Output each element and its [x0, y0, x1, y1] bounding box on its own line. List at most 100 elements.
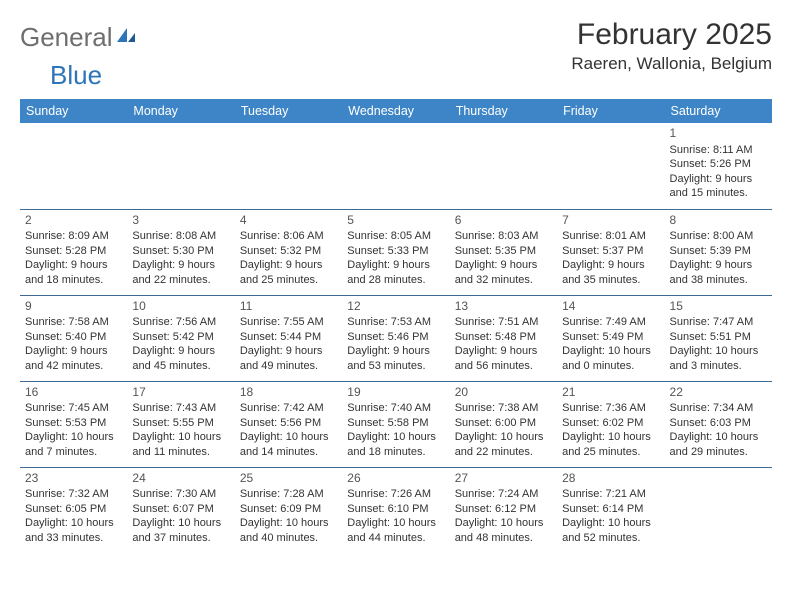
- sunrise-line: Sunrise: 7:56 AM: [132, 315, 229, 330]
- sunset-line: Sunset: 5:30 PM: [132, 244, 229, 259]
- daylight-line-label: Daylight:: [25, 431, 71, 443]
- sunset-line-value: 5:58 PM: [388, 417, 429, 429]
- sunset-line-value: 5:44 PM: [280, 331, 321, 343]
- daylight-line: Daylight: 9 hours and 35 minutes.: [562, 258, 659, 287]
- sunset-line-value: 6:05 PM: [65, 503, 106, 515]
- daylight-line: Daylight: 10 hours and 37 minutes.: [132, 516, 229, 545]
- sunset-line-value: 5:26 PM: [710, 158, 751, 170]
- day-number: 22: [670, 385, 767, 401]
- sunrise-line-value: 7:53 AM: [391, 316, 431, 328]
- sunrise-line-value: 7:42 AM: [283, 402, 323, 414]
- sunset-line: Sunset: 5:42 PM: [132, 330, 229, 345]
- logo-sail-icon: [113, 22, 137, 53]
- sunrise-line-value: 7:40 AM: [391, 402, 431, 414]
- sunrise-line-value: 7:43 AM: [176, 402, 216, 414]
- day-number: 27: [455, 471, 552, 487]
- daylight-line-label: Daylight:: [132, 345, 178, 357]
- daylight-line: Daylight: 10 hours and 0 minutes.: [562, 344, 659, 373]
- sunrise-line: Sunrise: 8:11 AM: [670, 143, 767, 158]
- sunrise-line-value: 8:09 AM: [68, 230, 108, 242]
- sunset-line-label: Sunset:: [347, 331, 387, 343]
- day-number: 12: [347, 299, 444, 315]
- day-number: 18: [240, 385, 337, 401]
- weekday-header: Saturday: [665, 99, 772, 123]
- calendar-day-cell: 27Sunrise: 7:24 AMSunset: 6:12 PMDayligh…: [450, 467, 557, 553]
- daylight-line: Daylight: 10 hours and 18 minutes.: [347, 430, 444, 459]
- daylight-line-label: Daylight:: [562, 517, 608, 529]
- sunrise-line: Sunrise: 7:34 AM: [670, 401, 767, 416]
- daylight-line: Daylight: 9 hours and 49 minutes.: [240, 344, 337, 373]
- sunset-line: Sunset: 5:46 PM: [347, 330, 444, 345]
- daylight-line-label: Daylight:: [562, 345, 608, 357]
- sunrise-line-value: 7:24 AM: [498, 488, 538, 500]
- daylight-line-label: Daylight:: [25, 259, 71, 271]
- sunset-line-value: 6:03 PM: [710, 417, 751, 429]
- calendar-day-cell: 22Sunrise: 7:34 AMSunset: 6:03 PMDayligh…: [665, 381, 772, 467]
- day-number: 8: [670, 213, 767, 229]
- calendar-day-cell: 5Sunrise: 8:05 AMSunset: 5:33 PMDaylight…: [342, 209, 449, 295]
- daylight-line-label: Daylight:: [25, 345, 71, 357]
- sunset-line: Sunset: 5:40 PM: [25, 330, 122, 345]
- sunset-line: Sunset: 5:26 PM: [670, 157, 767, 172]
- daylight-line: Daylight: 10 hours and 22 minutes.: [455, 430, 552, 459]
- daylight-line-label: Daylight:: [240, 431, 286, 443]
- sunset-line-label: Sunset:: [455, 417, 495, 429]
- sunrise-line-label: Sunrise:: [25, 230, 68, 242]
- calendar-empty-cell: [665, 467, 772, 553]
- sunrise-line: Sunrise: 7:58 AM: [25, 315, 122, 330]
- sunset-line: Sunset: 5:35 PM: [455, 244, 552, 259]
- daylight-line: Daylight: 9 hours and 42 minutes.: [25, 344, 122, 373]
- day-number: 23: [25, 471, 122, 487]
- sunrise-line-label: Sunrise:: [455, 488, 498, 500]
- day-number: 28: [562, 471, 659, 487]
- logo-text-blue: Blue: [50, 60, 102, 91]
- calendar-week-row: 23Sunrise: 7:32 AMSunset: 6:05 PMDayligh…: [20, 467, 772, 553]
- sunset-line-value: 6:12 PM: [495, 503, 536, 515]
- sunset-line: Sunset: 5:55 PM: [132, 416, 229, 431]
- location-text: Raeren, Wallonia, Belgium: [571, 54, 772, 74]
- sunset-line: Sunset: 5:56 PM: [240, 416, 337, 431]
- sunrise-line-label: Sunrise:: [25, 316, 68, 328]
- sunset-line: Sunset: 5:33 PM: [347, 244, 444, 259]
- sunset-line-label: Sunset:: [562, 331, 602, 343]
- day-number: 14: [562, 299, 659, 315]
- sunrise-line-label: Sunrise:: [562, 230, 605, 242]
- sunrise-line: Sunrise: 7:51 AM: [455, 315, 552, 330]
- sunset-line-label: Sunset:: [240, 417, 280, 429]
- sunset-line: Sunset: 6:02 PM: [562, 416, 659, 431]
- day-number: 10: [132, 299, 229, 315]
- calendar-day-cell: 20Sunrise: 7:38 AMSunset: 6:00 PMDayligh…: [450, 381, 557, 467]
- day-number: 26: [347, 471, 444, 487]
- daylight-line-label: Daylight:: [670, 259, 716, 271]
- sunrise-line-label: Sunrise:: [240, 402, 283, 414]
- daylight-line: Daylight: 9 hours and 28 minutes.: [347, 258, 444, 287]
- daylight-line: Daylight: 9 hours and 22 minutes.: [132, 258, 229, 287]
- calendar-body: 1Sunrise: 8:11 AMSunset: 5:26 PMDaylight…: [20, 123, 772, 553]
- sunset-line-label: Sunset:: [670, 331, 710, 343]
- calendar-day-cell: 28Sunrise: 7:21 AMSunset: 6:14 PMDayligh…: [557, 467, 664, 553]
- day-number: 25: [240, 471, 337, 487]
- sunrise-line: Sunrise: 8:03 AM: [455, 229, 552, 244]
- heading: February 2025 Raeren, Wallonia, Belgium: [571, 18, 772, 74]
- sunset-line-label: Sunset:: [240, 503, 280, 515]
- logo-text-general: General: [20, 22, 113, 53]
- sunset-line-label: Sunset:: [455, 503, 495, 515]
- calendar-day-cell: 21Sunrise: 7:36 AMSunset: 6:02 PMDayligh…: [557, 381, 664, 467]
- sunrise-line-value: 8:01 AM: [606, 230, 646, 242]
- sunrise-line: Sunrise: 7:49 AM: [562, 315, 659, 330]
- daylight-line: Daylight: 10 hours and 40 minutes.: [240, 516, 337, 545]
- daylight-line-label: Daylight:: [455, 259, 501, 271]
- daylight-line: Daylight: 10 hours and 11 minutes.: [132, 430, 229, 459]
- sunrise-line-label: Sunrise:: [347, 402, 390, 414]
- calendar-day-cell: 8Sunrise: 8:00 AMSunset: 5:39 PMDaylight…: [665, 209, 772, 295]
- calendar-day-cell: 7Sunrise: 8:01 AMSunset: 5:37 PMDaylight…: [557, 209, 664, 295]
- calendar-empty-cell: [342, 123, 449, 209]
- daylight-line-label: Daylight:: [132, 259, 178, 271]
- sunrise-line: Sunrise: 7:45 AM: [25, 401, 122, 416]
- calendar-day-cell: 23Sunrise: 7:32 AMSunset: 6:05 PMDayligh…: [20, 467, 127, 553]
- calendar-day-cell: 10Sunrise: 7:56 AMSunset: 5:42 PMDayligh…: [127, 295, 234, 381]
- sunset-line-label: Sunset:: [240, 331, 280, 343]
- daylight-line: Daylight: 9 hours and 15 minutes.: [670, 172, 767, 201]
- calendar-table: SundayMondayTuesdayWednesdayThursdayFrid…: [20, 99, 772, 553]
- daylight-line: Daylight: 9 hours and 38 minutes.: [670, 258, 767, 287]
